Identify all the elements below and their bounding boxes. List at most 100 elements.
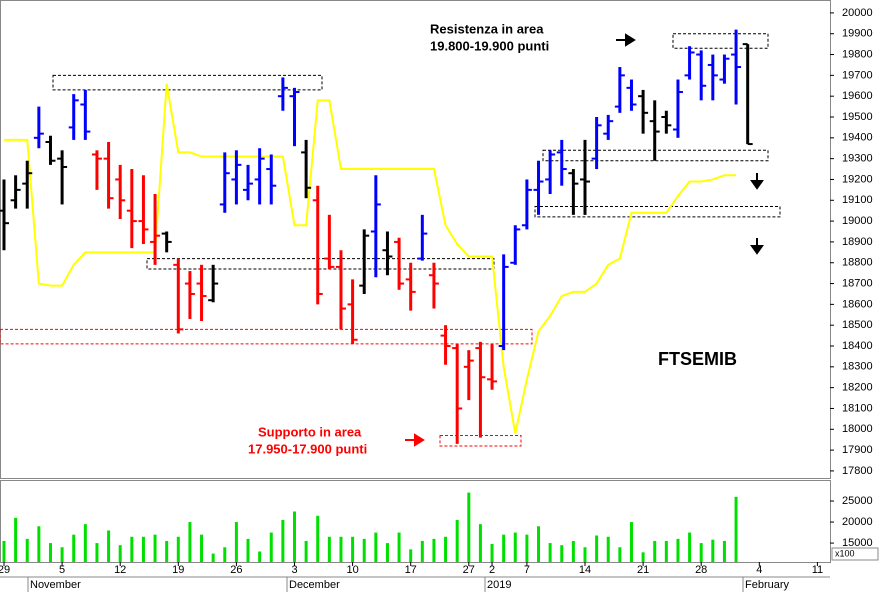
y-tick-label: 19500	[842, 111, 873, 123]
y-tick-label: 20000	[842, 7, 873, 19]
volume-bar	[37, 526, 41, 562]
x-tick-label: 27	[463, 564, 475, 576]
volume-bar	[234, 522, 238, 562]
volume-bar	[246, 538, 250, 562]
volume-bar	[583, 547, 587, 562]
price-panel	[0, 0, 831, 479]
x-tick-label: 12	[114, 564, 126, 576]
volume-bar	[269, 532, 273, 562]
x-tick-label: 14	[579, 564, 591, 576]
chart-title: FTSEMIB	[658, 349, 737, 369]
y-tick-label: 19900	[842, 28, 873, 40]
volume-bar	[211, 553, 215, 562]
x-tick-label: 26	[230, 564, 242, 576]
volume-bar	[606, 536, 610, 562]
arrow	[616, 33, 636, 47]
volume-bar	[165, 540, 169, 562]
x-tick-label: 7	[524, 564, 530, 576]
volume-bar	[48, 543, 52, 562]
volume-bar	[130, 536, 134, 562]
y-tick-label: 18500	[842, 319, 873, 331]
month-label: February	[745, 579, 790, 591]
volume-bar	[432, 538, 436, 562]
x-tick-label: 29	[0, 564, 10, 576]
volume-bar	[107, 530, 111, 562]
volume-bar	[14, 517, 18, 562]
y-tick-label: 19300	[842, 153, 873, 165]
y-tick-label: 17800	[842, 465, 873, 477]
volume-bar	[316, 515, 320, 562]
y-tick-label: 15000	[842, 537, 873, 549]
volume-bar	[548, 543, 552, 562]
y-tick-label: 18300	[842, 361, 873, 373]
volume-bar	[83, 524, 87, 562]
level-zone	[672, 33, 769, 49]
volume-bar	[490, 543, 494, 562]
volume-bar	[25, 538, 29, 562]
volume-bar	[223, 547, 227, 562]
x-tick-label: 3	[291, 564, 297, 576]
x-tick-label: 10	[346, 564, 358, 576]
y-tick-label: 19700	[842, 69, 873, 81]
volume-bar	[374, 532, 378, 562]
y-tick-label: 17900	[842, 444, 873, 456]
annotation: Supporto in area	[258, 424, 362, 439]
volume-bar	[571, 540, 575, 562]
x-tick-label: 19	[172, 564, 184, 576]
level-zone	[146, 258, 495, 270]
y-tick-label: 18100	[842, 402, 873, 414]
volume-bar	[200, 534, 204, 562]
y-tick-label: 25000	[842, 495, 873, 507]
unit-box	[831, 547, 879, 561]
stop-line	[4, 83, 737, 434]
volume-bar	[595, 535, 599, 562]
month-label: November	[30, 579, 81, 591]
volume-bar	[711, 539, 715, 562]
y-tick-label: 18400	[842, 340, 873, 352]
volume-bar	[351, 536, 355, 562]
volume-bar	[362, 538, 366, 562]
volume-bar	[188, 522, 192, 562]
arrow	[750, 173, 764, 190]
unit-note: x100	[835, 548, 855, 558]
level-zone	[52, 74, 323, 91]
volume-bar	[688, 532, 692, 562]
arrow	[750, 238, 764, 255]
annotation: 19.800-19.900 punti	[430, 38, 549, 53]
volume-bar	[699, 543, 703, 562]
volume-bar	[653, 540, 657, 562]
volume-bar	[60, 547, 64, 562]
volume-bar	[258, 551, 262, 562]
y-tick-label: 19600	[842, 90, 873, 102]
x-tick-label: 5	[59, 564, 65, 576]
y-tick-label: 19000	[842, 215, 873, 227]
volume-bar	[629, 522, 633, 562]
volume-bar	[95, 543, 99, 562]
volume-bar	[397, 532, 401, 562]
volume-bar	[664, 540, 668, 562]
volume-panel	[0, 480, 831, 563]
x-tick-label: 11	[812, 564, 823, 576]
volume-bar	[444, 536, 448, 562]
volume-bar	[72, 534, 76, 562]
volume-bar	[478, 524, 482, 562]
volume-bar	[502, 534, 506, 562]
volume-bar	[385, 543, 389, 562]
volume-bar	[560, 545, 564, 562]
volume-bar	[339, 536, 343, 562]
y-tick-label: 18900	[842, 236, 873, 248]
x-tick-label: 21	[637, 564, 649, 576]
volume-bar	[455, 519, 459, 562]
volume-bar	[293, 511, 296, 562]
y-tick-label: 18600	[842, 298, 873, 310]
volume-bar	[118, 545, 122, 562]
volume-bar	[722, 540, 726, 562]
volume-bar	[304, 540, 308, 562]
y-tick-label: 19400	[842, 132, 873, 144]
month-label: 2019	[487, 579, 511, 591]
volume-bar	[467, 492, 471, 562]
volume-bar	[176, 536, 180, 562]
volume-bar	[327, 536, 331, 562]
